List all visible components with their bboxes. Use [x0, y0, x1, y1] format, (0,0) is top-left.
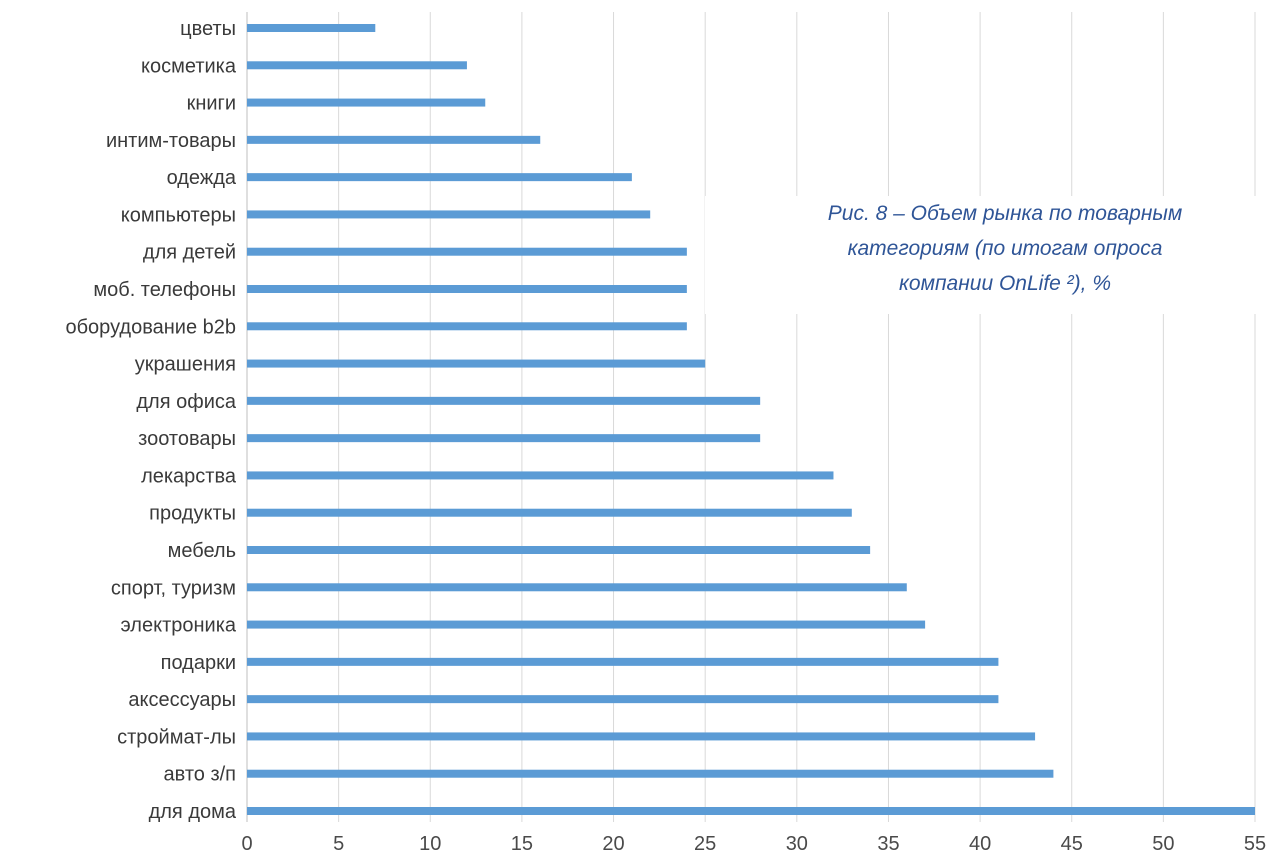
category-label: цветы	[180, 18, 236, 40]
bar	[247, 471, 834, 480]
x-tick-label: 20	[602, 833, 624, 855]
category-label: косметика	[141, 55, 237, 77]
category-label: электроника	[121, 615, 237, 637]
bar	[247, 583, 907, 592]
bar	[247, 396, 761, 405]
bar	[247, 732, 1036, 741]
gridlines	[246, 12, 1256, 822]
category-label: компьютеры	[121, 204, 236, 226]
category-label: мебель	[168, 540, 236, 562]
bar	[247, 247, 687, 256]
bar	[247, 322, 687, 331]
category-label: зоотовары	[138, 428, 236, 450]
bar	[247, 769, 1054, 778]
bar	[247, 135, 541, 144]
category-label: продукты	[149, 503, 236, 525]
bar	[247, 61, 467, 70]
x-tick-label: 10	[419, 833, 441, 855]
bar	[247, 359, 706, 368]
x-tick-label: 35	[877, 833, 899, 855]
chart-title-line-1: Рис. 8 – Объем рынка по товарным	[827, 202, 1183, 225]
x-tick-label: 45	[1061, 833, 1083, 855]
chart-title-line-3: компании OnLife ²), %	[898, 272, 1111, 295]
category-labels: цветы косметика книги интим-товары одежда ком…	[65, 18, 236, 823]
bar	[247, 695, 999, 704]
bar	[247, 508, 852, 517]
category-label: для дома	[149, 801, 237, 823]
category-label: украшения	[135, 354, 236, 376]
x-tick-label: 55	[1244, 833, 1266, 855]
category-label: оборудование b2b	[65, 316, 236, 338]
category-label: строймат-лы	[117, 726, 236, 748]
chart-title: Рис. 8 – Объем рынка по товарным категор…	[705, 196, 1270, 314]
category-label: для офиса	[136, 391, 236, 413]
x-tick-label: 5	[333, 833, 344, 855]
x-tick-label: 0	[241, 833, 252, 855]
bar	[247, 807, 1255, 815]
x-tick-label: 15	[511, 833, 533, 855]
category-label: аксессуары	[128, 689, 236, 711]
bar	[247, 546, 871, 554]
x-tick-label: 40	[969, 833, 991, 855]
category-label: книги	[187, 93, 236, 115]
x-tick-label: 30	[786, 833, 808, 855]
bar	[247, 24, 376, 32]
bar	[247, 210, 651, 219]
category-label: для детей	[143, 242, 236, 264]
category-label: лекарства	[141, 465, 237, 487]
chart-title-line-2: категориям (по итогам опроса	[847, 237, 1163, 260]
bars	[247, 24, 1255, 815]
bar	[247, 657, 999, 666]
bar	[247, 98, 486, 107]
category-label: одежда	[167, 167, 237, 189]
x-tick-label: 25	[694, 833, 716, 855]
bar	[247, 434, 761, 443]
bar	[247, 173, 632, 182]
category-label: интим-товары	[106, 130, 236, 152]
bar	[247, 620, 926, 629]
x-tick-labels: 0 5 10 15 20 25 30 35 40 45 50 55	[241, 833, 1266, 855]
category-label: авто з/п	[164, 764, 236, 786]
x-tick-label: 50	[1152, 833, 1174, 855]
category-label: моб. телефоны	[93, 279, 236, 301]
bar	[247, 285, 687, 293]
category-label: спорт, туризм	[111, 577, 236, 599]
category-label: подарки	[161, 652, 236, 674]
